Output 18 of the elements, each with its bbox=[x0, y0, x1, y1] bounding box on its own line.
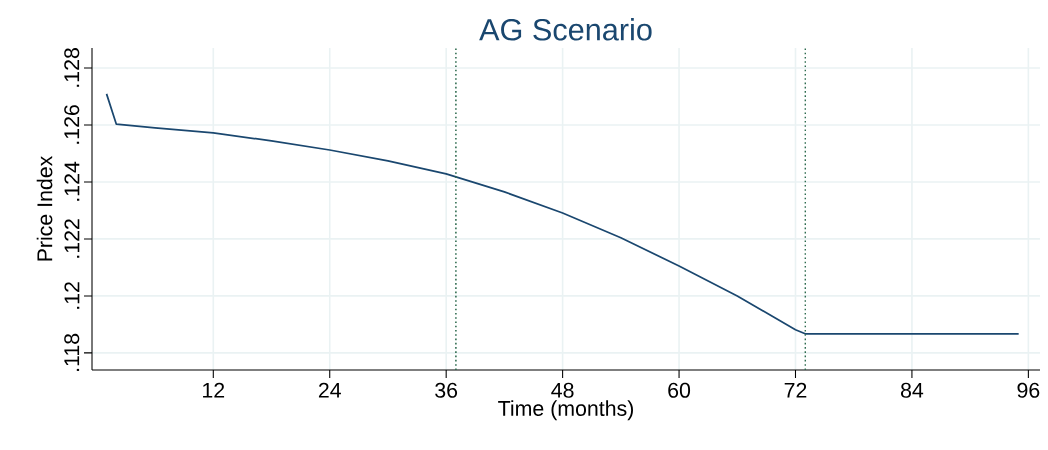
x-tick-label: 24 bbox=[318, 382, 341, 398]
x-axis-title: Time (months) bbox=[498, 400, 633, 421]
x-tick-label: 48 bbox=[551, 382, 574, 398]
y-tick-label: .124 bbox=[64, 161, 80, 201]
y-tick-label: .128 bbox=[64, 48, 80, 87]
y-tick-label: .12 bbox=[64, 282, 80, 309]
chart-title: AG Scenario bbox=[479, 18, 652, 41]
x-tick-label: 60 bbox=[668, 382, 691, 398]
y-tick-label: .122 bbox=[64, 219, 80, 258]
x-tick-label: 96 bbox=[1017, 382, 1040, 398]
x-tick-label: 12 bbox=[203, 382, 225, 398]
x-tick-label: 36 bbox=[435, 382, 458, 398]
y-tick-label: .118 bbox=[64, 333, 80, 371]
x-tick-label: 72 bbox=[784, 382, 807, 398]
y-tick-label: .126 bbox=[64, 105, 80, 144]
y-axis-title: Price Index bbox=[36, 155, 53, 261]
line-series bbox=[105, 93, 1020, 335]
x-tick-label: 84 bbox=[900, 382, 924, 398]
